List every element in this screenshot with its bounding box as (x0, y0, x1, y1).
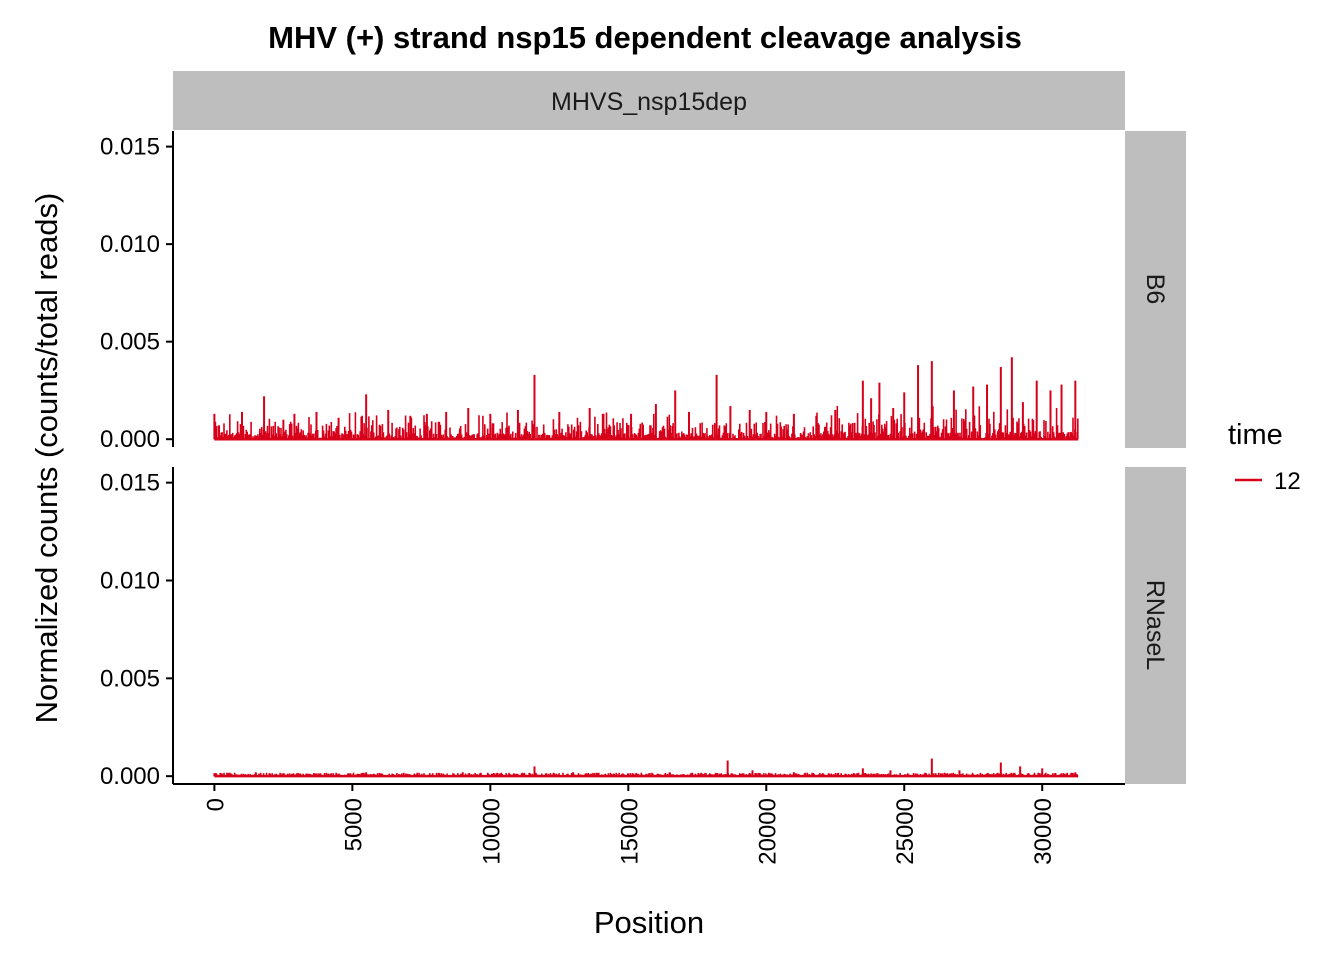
y-ticks-rnasel: 0.000 0.005 0.010 0.015 (100, 470, 173, 790)
y-tick-label: 0.005 (100, 329, 160, 356)
x-tick-label: 10000 (478, 798, 505, 865)
y-tick-label: 0.000 (100, 763, 160, 790)
row-facet-strip-rnasel (1125, 467, 1186, 784)
x-tick-label: 20000 (754, 798, 781, 865)
y-tick-label: 0.015 (100, 470, 160, 497)
y-tick-label: 0.000 (100, 426, 160, 453)
column-facet-label: MHVS_nsp15dep (551, 88, 747, 116)
row-facet-label-b6: B6 (1141, 274, 1169, 305)
x-tick-label: 0 (202, 798, 229, 811)
y-tick-label: 0.010 (100, 567, 160, 594)
panel-rnasel (213, 758, 1079, 778)
y-axis-title: Normalized counts (counts/total reads) (29, 193, 64, 724)
legend: time 12 (1228, 419, 1301, 495)
x-tick-label: 15000 (616, 798, 643, 865)
chart-title: MHV (+) strand nsp15 dependent cleavage … (268, 20, 1022, 55)
x-ticks: 0 5000 10000 15000 20000 25000 30000 (202, 784, 1057, 865)
panel-b6 (213, 357, 1079, 441)
y-ticks-b6: 0.000 0.005 0.010 0.015 (100, 134, 173, 453)
y-tick-label: 0.010 (100, 231, 160, 258)
x-axis-title: Position (594, 905, 704, 940)
x-tick-label: 30000 (1030, 798, 1057, 865)
x-tick-label: 5000 (340, 798, 367, 851)
column-facet-strip (173, 71, 1125, 130)
y-tick-label: 0.005 (100, 665, 160, 692)
legend-label: 12 (1274, 468, 1301, 495)
y-tick-label: 0.015 (100, 134, 160, 161)
x-tick-label: 25000 (892, 798, 919, 865)
row-facet-label-rnasel: RNaseL (1141, 580, 1169, 670)
row-facet-strip-b6 (1125, 131, 1186, 448)
legend-title: time (1228, 419, 1283, 451)
